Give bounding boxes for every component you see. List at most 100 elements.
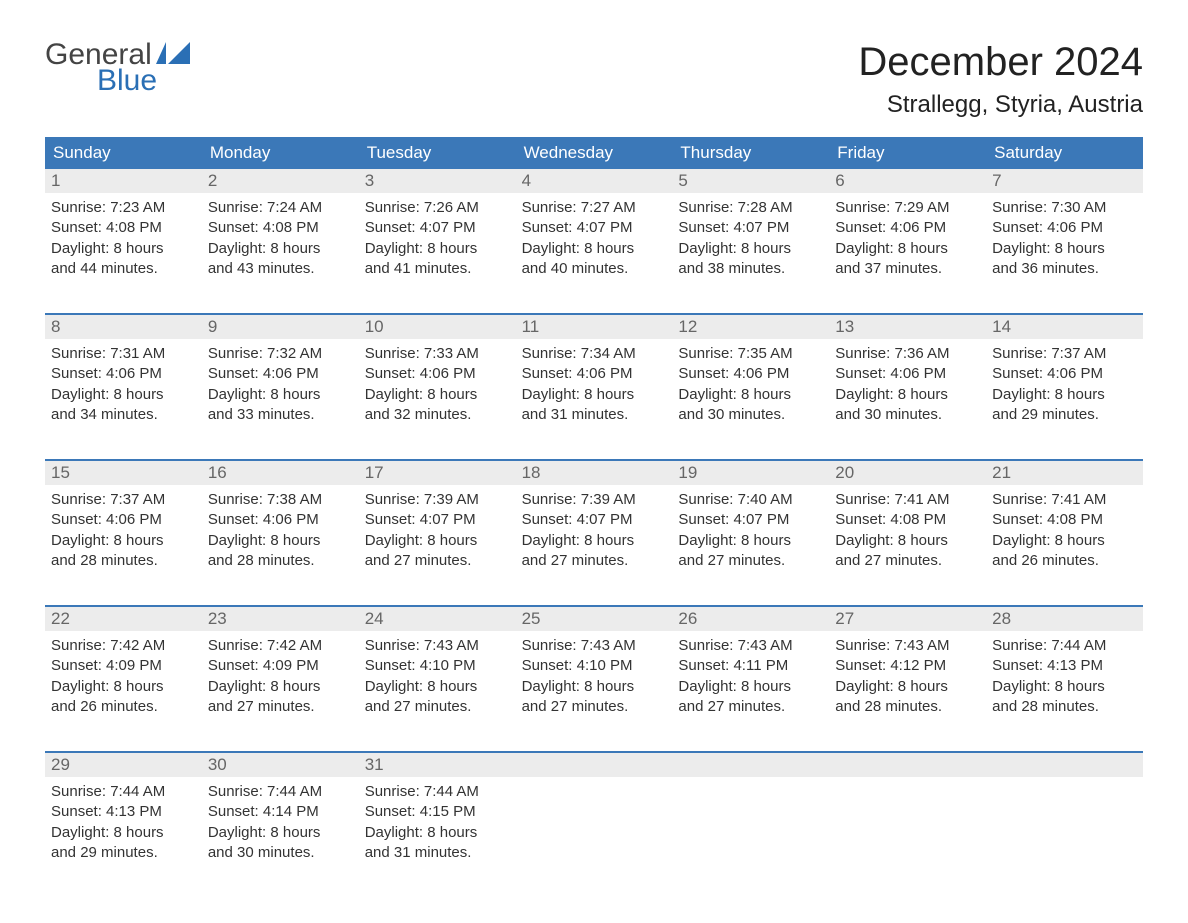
daylight-line-2: and 26 minutes. [51, 697, 196, 717]
day-cell: Sunrise: 7:41 AMSunset: 4:08 PMDaylight:… [829, 485, 986, 591]
brand-flag-icon [156, 42, 190, 68]
sunrise-line: Sunrise: 7:34 AM [522, 344, 667, 364]
day-number: 17 [359, 461, 516, 485]
daylight-line-1: Daylight: 8 hours [678, 385, 823, 405]
sunset-line: Sunset: 4:06 PM [51, 510, 196, 530]
day-number: 19 [672, 461, 829, 485]
daynum-row: 1234567 [45, 169, 1143, 193]
sunset-line: Sunset: 4:09 PM [51, 656, 196, 676]
sunrise-line: Sunrise: 7:44 AM [51, 782, 196, 802]
sunset-line: Sunset: 4:06 PM [678, 364, 823, 384]
daylight-line-1: Daylight: 8 hours [365, 239, 510, 259]
sunset-line: Sunset: 4:08 PM [208, 218, 353, 238]
sunset-line: Sunset: 4:06 PM [992, 364, 1137, 384]
sunrise-line: Sunrise: 7:35 AM [678, 344, 823, 364]
sunset-line: Sunset: 4:06 PM [208, 510, 353, 530]
day-cell: Sunrise: 7:30 AMSunset: 4:06 PMDaylight:… [986, 193, 1143, 299]
day-number: 2 [202, 169, 359, 193]
sunrise-line: Sunrise: 7:40 AM [678, 490, 823, 510]
sunrise-line: Sunrise: 7:32 AM [208, 344, 353, 364]
sunrise-line: Sunrise: 7:26 AM [365, 198, 510, 218]
daylight-line-1: Daylight: 8 hours [365, 823, 510, 843]
sunrise-line: Sunrise: 7:43 AM [678, 636, 823, 656]
sunset-line: Sunset: 4:12 PM [835, 656, 980, 676]
daylight-line-2: and 28 minutes. [835, 697, 980, 717]
daylight-line-1: Daylight: 8 hours [835, 677, 980, 697]
sunset-line: Sunset: 4:06 PM [522, 364, 667, 384]
day-number: 30 [202, 753, 359, 777]
daylight-line-2: and 40 minutes. [522, 259, 667, 279]
daylight-line-1: Daylight: 8 hours [522, 677, 667, 697]
day-cell: Sunrise: 7:37 AMSunset: 4:06 PMDaylight:… [986, 339, 1143, 445]
day-cell: Sunrise: 7:43 AMSunset: 4:11 PMDaylight:… [672, 631, 829, 737]
sunset-line: Sunset: 4:06 PM [51, 364, 196, 384]
day-number: 31 [359, 753, 516, 777]
day-number [672, 753, 829, 777]
sunrise-line: Sunrise: 7:28 AM [678, 198, 823, 218]
day-cell: Sunrise: 7:33 AMSunset: 4:06 PMDaylight:… [359, 339, 516, 445]
daylight-line-1: Daylight: 8 hours [678, 677, 823, 697]
sunset-line: Sunset: 4:08 PM [835, 510, 980, 530]
day-cell: Sunrise: 7:43 AMSunset: 4:12 PMDaylight:… [829, 631, 986, 737]
dow-saturday: Saturday [986, 137, 1143, 169]
day-number: 15 [45, 461, 202, 485]
brand-blue: Blue [97, 66, 190, 96]
day-cell: Sunrise: 7:44 AMSunset: 4:13 PMDaylight:… [45, 777, 202, 883]
day-cell: Sunrise: 7:38 AMSunset: 4:06 PMDaylight:… [202, 485, 359, 591]
day-cell: Sunrise: 7:27 AMSunset: 4:07 PMDaylight:… [516, 193, 673, 299]
daylight-line-2: and 29 minutes. [51, 843, 196, 863]
day-number: 13 [829, 315, 986, 339]
sunrise-line: Sunrise: 7:24 AM [208, 198, 353, 218]
day-number: 20 [829, 461, 986, 485]
daylight-line-1: Daylight: 8 hours [522, 239, 667, 259]
day-cell: Sunrise: 7:34 AMSunset: 4:06 PMDaylight:… [516, 339, 673, 445]
daylight-line-1: Daylight: 8 hours [835, 385, 980, 405]
day-number: 16 [202, 461, 359, 485]
day-number: 1 [45, 169, 202, 193]
day-cell: Sunrise: 7:37 AMSunset: 4:06 PMDaylight:… [45, 485, 202, 591]
day-number: 27 [829, 607, 986, 631]
daylight-line-2: and 27 minutes. [835, 551, 980, 571]
day-cell [986, 777, 1143, 883]
day-number: 12 [672, 315, 829, 339]
day-number: 10 [359, 315, 516, 339]
sunset-line: Sunset: 4:11 PM [678, 656, 823, 676]
sunrise-line: Sunrise: 7:38 AM [208, 490, 353, 510]
daylight-line-2: and 44 minutes. [51, 259, 196, 279]
day-number: 23 [202, 607, 359, 631]
sunset-line: Sunset: 4:06 PM [835, 364, 980, 384]
sunset-line: Sunset: 4:06 PM [365, 364, 510, 384]
sunrise-line: Sunrise: 7:44 AM [208, 782, 353, 802]
daylight-line-2: and 27 minutes. [678, 697, 823, 717]
daylight-line-2: and 27 minutes. [522, 697, 667, 717]
week-row: 22232425262728Sunrise: 7:42 AMSunset: 4:… [45, 605, 1143, 737]
day-cell [829, 777, 986, 883]
day-number [829, 753, 986, 777]
day-cell: Sunrise: 7:40 AMSunset: 4:07 PMDaylight:… [672, 485, 829, 591]
week-row: 15161718192021Sunrise: 7:37 AMSunset: 4:… [45, 459, 1143, 591]
month-title: December 2024 [858, 40, 1143, 85]
day-cell: Sunrise: 7:41 AMSunset: 4:08 PMDaylight:… [986, 485, 1143, 591]
sunset-line: Sunset: 4:10 PM [365, 656, 510, 676]
daylight-line-2: and 27 minutes. [208, 697, 353, 717]
sunrise-line: Sunrise: 7:43 AM [522, 636, 667, 656]
sunset-line: Sunset: 4:08 PM [992, 510, 1137, 530]
sunset-line: Sunset: 4:09 PM [208, 656, 353, 676]
sunrise-line: Sunrise: 7:23 AM [51, 198, 196, 218]
daylight-line-1: Daylight: 8 hours [208, 677, 353, 697]
daylight-line-1: Daylight: 8 hours [835, 239, 980, 259]
daylight-line-1: Daylight: 8 hours [522, 531, 667, 551]
daylight-line-2: and 36 minutes. [992, 259, 1137, 279]
daylight-line-2: and 37 minutes. [835, 259, 980, 279]
day-number: 28 [986, 607, 1143, 631]
location: Strallegg, Styria, Austria [858, 91, 1143, 119]
day-cell: Sunrise: 7:26 AMSunset: 4:07 PMDaylight:… [359, 193, 516, 299]
day-cell: Sunrise: 7:36 AMSunset: 4:06 PMDaylight:… [829, 339, 986, 445]
daylight-line-2: and 30 minutes. [835, 405, 980, 425]
daynum-row: 293031 [45, 753, 1143, 777]
week-row: 891011121314Sunrise: 7:31 AMSunset: 4:06… [45, 313, 1143, 445]
sunset-line: Sunset: 4:15 PM [365, 802, 510, 822]
day-cell: Sunrise: 7:44 AMSunset: 4:15 PMDaylight:… [359, 777, 516, 883]
sunset-line: Sunset: 4:14 PM [208, 802, 353, 822]
dow-tuesday: Tuesday [359, 137, 516, 169]
